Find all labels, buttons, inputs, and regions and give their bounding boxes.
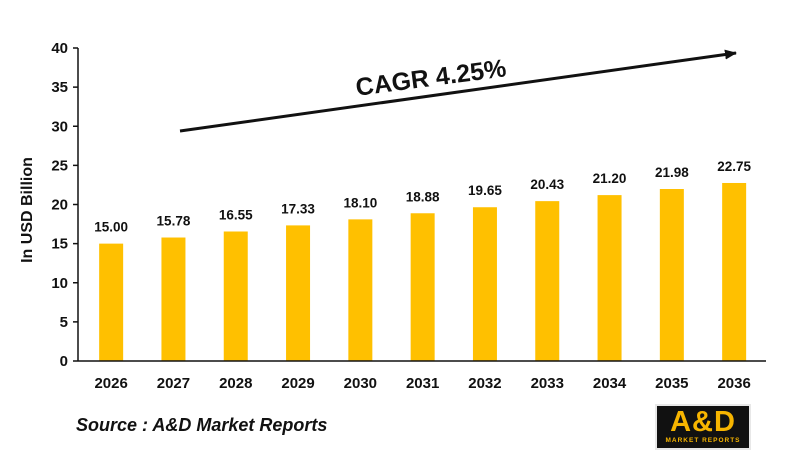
bar-value-label: 17.33	[281, 201, 315, 216]
logo-sub-text: MARKET REPORTS	[665, 437, 741, 444]
bar-value-label: 15.78	[157, 214, 191, 229]
x-tick-label: 2034	[593, 375, 627, 392]
x-tick-label: 2028	[219, 375, 252, 392]
bar	[348, 219, 373, 361]
y-axis-ticks: 0 5 10 15 20 25 30 35 40	[51, 40, 78, 370]
bar	[410, 213, 435, 361]
bar-value-label: 15.00	[94, 220, 128, 235]
x-tick-label: 2031	[406, 375, 439, 392]
bar	[161, 237, 186, 361]
x-tick-label: 2026	[94, 375, 127, 392]
bar-value-label: 19.65	[468, 183, 502, 198]
y-axis-title: In USD Billion	[19, 157, 36, 263]
y-tick-label: 20	[51, 197, 68, 214]
bar	[722, 182, 747, 361]
bar-value-label: 16.55	[219, 207, 253, 222]
y-tick-label: 5	[60, 314, 68, 331]
x-tick-label: 2035	[655, 375, 688, 392]
bar-value-label: 22.75	[717, 159, 751, 174]
bar	[99, 243, 124, 361]
y-tick-label: 25	[51, 157, 68, 174]
bar-value-label: 18.10	[343, 195, 377, 210]
bar	[472, 207, 497, 361]
x-axis-ticks: 2026 2027 2028 2029 2030 2031 2032 2033 2034 2035…	[94, 375, 750, 392]
y-tick-label: 0	[60, 353, 68, 370]
y-tick-label: 40	[51, 40, 68, 57]
bar	[223, 231, 248, 361]
bar-value-label: 18.88	[406, 189, 440, 204]
cagr-arrow	[179, 49, 737, 133]
bar-value-label: 21.20	[593, 171, 627, 186]
bar-value-label: 21.98	[655, 165, 689, 180]
bar	[597, 195, 622, 361]
company-logo: A&D MARKET REPORTS	[655, 404, 751, 450]
bars-group	[99, 182, 747, 361]
x-tick-label: 2030	[344, 375, 377, 392]
logo-main-text: A&D	[670, 406, 736, 438]
y-tick-label: 15	[51, 236, 68, 253]
x-tick-label: 2036	[717, 375, 750, 392]
y-tick-label: 35	[51, 79, 68, 96]
y-tick-label: 10	[51, 275, 68, 292]
x-tick-label: 2027	[157, 375, 190, 392]
bar	[659, 189, 684, 361]
bar	[535, 201, 560, 361]
bar	[286, 225, 311, 361]
source-note: Source : A&D Market Reports	[76, 415, 328, 435]
y-tick-label: 30	[51, 118, 68, 135]
bar-value-label: 20.43	[530, 177, 564, 192]
x-tick-label: 2033	[531, 375, 564, 392]
x-tick-label: 2032	[468, 375, 501, 392]
value-labels-group: 15.00 15.78 16.55 17.33 18.10 18.88 19.65 20.43…	[94, 159, 751, 235]
x-tick-label: 2029	[281, 375, 314, 392]
